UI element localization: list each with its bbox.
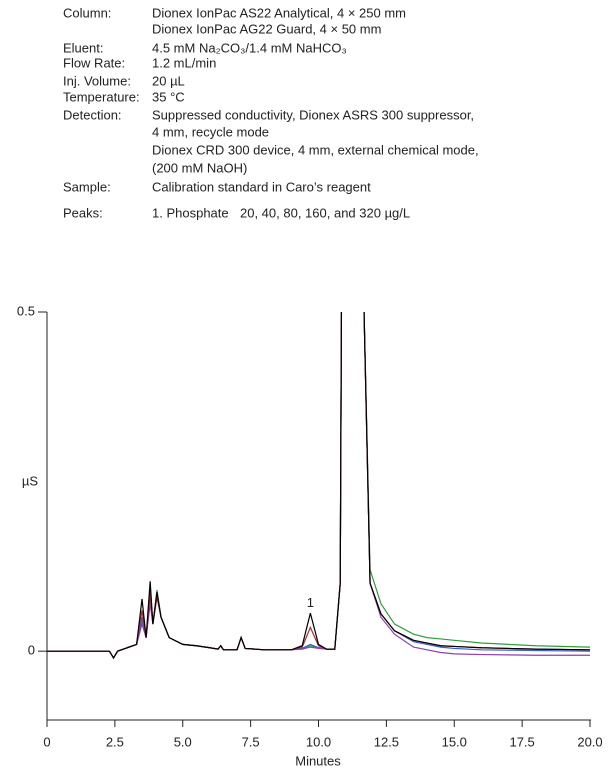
x-axis-label: Minutes xyxy=(295,753,341,768)
plot-area xyxy=(47,312,591,660)
x-tick-label: 0 xyxy=(43,734,50,749)
condition-label: Eluent: xyxy=(63,40,103,55)
conditions: Column: Dionex IonPac AS22 Analytical, 4 … xyxy=(63,5,479,194)
x-tick-label: 17.5 xyxy=(509,734,534,749)
condition-label: Detection: xyxy=(63,107,122,122)
series-line xyxy=(47,312,591,660)
condition-value: Suppressed conductivity, Dionex ASRS 300… xyxy=(152,107,474,122)
peaks-label: Peaks: xyxy=(63,205,103,220)
condition-value: Dionex CRD 300 device, 4 mm, external ch… xyxy=(152,142,479,157)
condition-value: 20 µL xyxy=(152,73,185,88)
x-tick-label: 5.0 xyxy=(174,734,192,749)
condition-value: 1.2 mL/min xyxy=(152,55,216,70)
condition-value: 4 mm, recycle mode xyxy=(152,124,269,139)
x-tick-label: 7.5 xyxy=(242,734,260,749)
condition-label: Flow Rate: xyxy=(63,55,125,70)
condition-value: Dionex IonPac AG22 Guard, 4 × 50 mm xyxy=(152,21,381,36)
x-tick-label: 10.0 xyxy=(306,734,331,749)
y-tick-label: 0 xyxy=(28,643,35,658)
condition-label: Sample: xyxy=(63,179,111,194)
condition-value: 4.5 mM Na₂CO₃/1.4 mM NaHCO₃ xyxy=(152,40,347,55)
x-tick-label: 15.0 xyxy=(442,734,467,749)
condition-value: Calibration standard in Caro’s reagent xyxy=(152,179,371,194)
peak-amounts: 20, 40, 80, 160, and 320 µg/L xyxy=(240,205,410,220)
condition-label: Inj. Volume: xyxy=(63,73,131,88)
series-line xyxy=(47,312,591,660)
condition-label: Temperature: xyxy=(63,89,140,104)
x-tick-label: 2.5 xyxy=(106,734,124,749)
series-line xyxy=(47,312,591,660)
y-axis-label: µS xyxy=(22,473,38,488)
series-line xyxy=(47,312,591,660)
peak-name: 1. Phosphate xyxy=(152,205,229,220)
peak-annotation: 1 xyxy=(307,595,314,610)
x-tick-label: 12.5 xyxy=(374,734,399,749)
condition-value: 35 °C xyxy=(152,89,185,104)
x-tick-label: 20.0 xyxy=(577,734,602,749)
condition-value: (200 mM NaOH) xyxy=(152,160,247,175)
series-line xyxy=(47,312,590,660)
condition-value: Dionex IonPac AS22 Analytical, 4 × 250 m… xyxy=(152,5,406,20)
condition-label: Column: xyxy=(63,5,111,20)
y-tick-label: 0.5 xyxy=(17,303,35,318)
